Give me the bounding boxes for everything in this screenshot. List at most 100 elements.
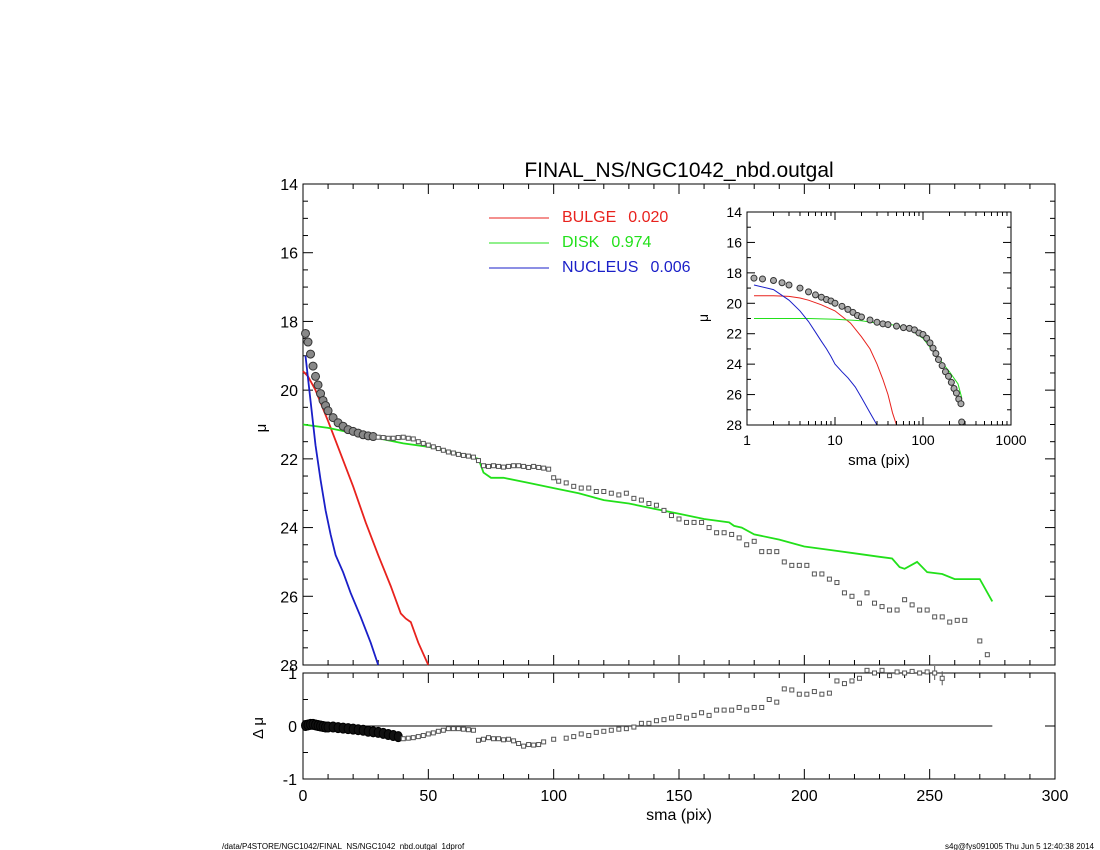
main-panel: FINAL_NS/NGC1042_nbd.outgal 14 16 18 20 22 24… [253,159,1056,675]
inset-y-tick-label: 24 [726,356,742,372]
inset-data-point [758,275,766,283]
main-data-point [947,619,953,625]
main-data-point [751,538,757,544]
inset-y-tick-label: 16 [726,234,742,250]
footer-file-path: /data/P4STORE/NGC1042/FINAL_NS/NGC1042_n… [222,842,465,850]
x-tick-label: 100 [540,788,567,805]
residual-data-point [729,707,735,713]
main-data-point [684,519,690,525]
inset-data-point [750,274,758,282]
main-data-point [954,617,960,623]
main-data-point [744,542,750,548]
main-data-point [415,439,421,445]
inset-x-axis-label: sma (pix) [848,452,910,469]
main-data-point [465,453,471,459]
residual-series-group [301,666,993,749]
main-data-point [887,607,893,613]
inset-data-point [811,291,819,299]
main-data-point [616,492,622,498]
main-data-point [485,463,491,469]
x-tick-label: 200 [791,788,818,805]
x-tick-label: 50 [419,788,437,805]
residual-data-point [909,668,915,674]
inset-line-nucleus [753,284,878,425]
residual-data-point [551,736,557,742]
residual-data-point [887,673,893,679]
inset-line-bulge [754,295,897,425]
main-data-point [410,436,416,442]
main-data-point [691,519,697,525]
main-data-point [796,562,802,568]
main-data-point [430,444,436,450]
main-data-point [521,463,527,469]
main-y-tick-label: 22 [280,452,298,469]
main-data-point [571,483,577,489]
main-data-point [631,495,637,501]
inset-data-point [778,279,786,287]
main-data-point [541,465,547,471]
inset-data-point [873,318,881,326]
residual-data-point [766,697,772,702]
residual-data-point [744,707,750,713]
residual-data-point [455,726,461,732]
residual-data-point [571,734,577,740]
inset-data-point [952,389,960,397]
residual-data-point [440,727,446,733]
residual-data-point [781,686,787,692]
main-data-point [759,549,765,555]
residual-data-point [400,736,406,742]
residual-data-point [485,735,491,741]
residual-data-point [924,669,930,675]
main-data-point [984,652,990,658]
main-y-tick-label: 16 [280,246,298,263]
residual-data-point [608,727,614,733]
main-data-point [804,562,810,568]
main-data-point [977,638,983,644]
inset-data-point [899,324,907,332]
main-data-point [375,434,381,440]
main-data-point [516,463,522,469]
inset-data-point [957,400,965,408]
residual-data-point [465,727,471,733]
main-data-point [385,435,391,441]
main-data-point [826,576,832,582]
main-data-point [721,530,727,536]
main-data-point [501,464,507,470]
residual-data-point [415,734,421,740]
main-data-point [601,488,607,494]
main-y-tick-label: 24 [280,521,298,538]
main-data-point [306,349,316,359]
residual-data-point [475,737,481,743]
residual-data-point [691,712,697,718]
inset-y-tick-label: 14 [726,204,742,220]
inset-data-point [958,418,966,425]
main-data-point [593,488,599,494]
main-data-point [400,434,406,440]
inset-data-point [884,321,892,329]
main-data-point [879,604,885,610]
main-data-point [676,516,682,522]
residual-data-point [420,733,426,739]
main-data-point [420,440,426,446]
residual-data-point [894,669,900,675]
residual-data-point [864,667,870,673]
inset-data-point [866,316,874,324]
residual-data-point [445,726,451,732]
main-data-point [608,490,614,496]
main-y-tick-label: 20 [280,383,298,400]
main-data-point [506,463,512,469]
residual-data-point [563,735,569,741]
main-y-tick-label: 18 [280,314,298,331]
main-data-point [445,449,451,455]
residual-data-point [751,704,757,710]
main-data-point [736,535,742,541]
legend-label-disk: DISK 0.974 [562,234,651,251]
main-data-point [380,435,386,441]
residual-data-point [699,710,705,716]
main-data-point [902,597,908,603]
main-data-point [849,593,855,599]
residual-data-point [902,670,908,676]
residual-data-point [932,670,938,676]
